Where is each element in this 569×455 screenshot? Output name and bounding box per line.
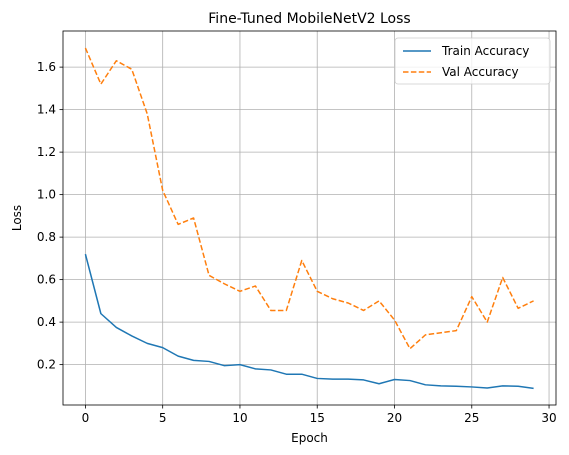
plot-frame xyxy=(62,30,557,406)
series-lines xyxy=(84,47,534,390)
x-tick-label: 20 xyxy=(387,411,402,425)
grid xyxy=(63,31,556,405)
y-tick-label: 1.2 xyxy=(37,145,56,159)
y-axis-label: Loss xyxy=(10,205,24,231)
legend-box xyxy=(394,37,551,85)
x-ticks: 0 5 10 15 20 25 30 xyxy=(82,405,557,425)
y-ticks: 0.2 0.4 0.6 0.8 1.0 1.2 1.4 1.6 xyxy=(37,60,63,372)
y-tick-label: 0.2 xyxy=(37,358,56,372)
x-tick-label: 30 xyxy=(541,411,556,425)
y-tick-label: 1.6 xyxy=(37,60,56,74)
x-tick-label: 0 xyxy=(82,411,90,425)
y-tick-label: 1.0 xyxy=(37,188,56,202)
chart-title: Fine-Tuned MobileNetV2 Loss xyxy=(208,11,410,27)
y-tick-label: 1.4 xyxy=(37,103,56,117)
x-tick-label: 25 xyxy=(464,411,479,425)
series-line-val-accuracy xyxy=(84,47,534,350)
y-tick-label: 0.8 xyxy=(37,230,56,244)
x-tick-label: 15 xyxy=(310,411,325,425)
series-line-train-accuracy xyxy=(84,253,534,390)
y-tick-label: 0.4 xyxy=(37,315,56,329)
legend: Train Accuracy Val Accuracy xyxy=(394,37,551,85)
legend-label: Val Accuracy xyxy=(442,65,519,79)
x-tick-label: 5 xyxy=(159,411,167,425)
x-tick-label: 10 xyxy=(232,411,247,425)
x-axis-label: Epoch xyxy=(291,431,328,445)
y-tick-label: 0.6 xyxy=(37,273,56,287)
legend-label: Train Accuracy xyxy=(441,44,529,58)
